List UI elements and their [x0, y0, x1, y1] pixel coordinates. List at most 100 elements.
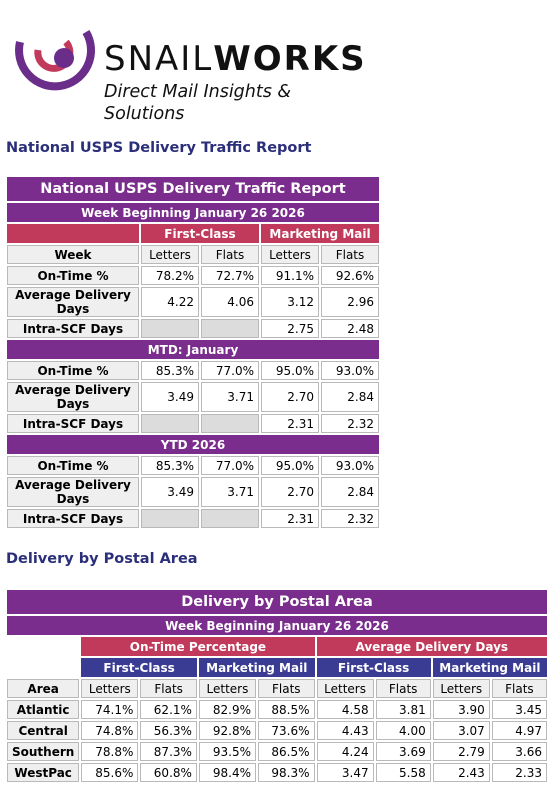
- value-cell: 78.8%: [81, 742, 139, 761]
- value-cell: 2.75: [261, 319, 319, 338]
- value-cell: 86.5%: [258, 742, 315, 761]
- corner-cell: [7, 224, 139, 243]
- col-flats: Flats: [321, 245, 379, 264]
- row-label: Average Delivery Days: [7, 477, 139, 507]
- value-cell: 88.5%: [258, 700, 315, 719]
- sub-marketing-mail: Marketing Mail: [432, 658, 547, 677]
- postal-area-table: Delivery by Postal Area Week Beginning J…: [5, 588, 549, 784]
- value-cell: 98.3%: [258, 763, 315, 782]
- snailworks-logo: SNAILWORKS Direct Mail Insights & Soluti…: [8, 14, 368, 124]
- value-cell: 2.84: [321, 382, 379, 412]
- value-cell: 77.0%: [201, 361, 259, 380]
- area-label: Southern: [7, 742, 80, 761]
- national-week-label: Week Beginning January 26 2026: [7, 203, 379, 222]
- value-cell: 4.58: [316, 700, 374, 719]
- blank-cell: [201, 414, 259, 433]
- col-flats: Flats: [201, 245, 259, 264]
- blank-cell: [141, 509, 199, 528]
- col-flats: Flats: [491, 679, 547, 698]
- value-cell: 2.48: [321, 319, 379, 338]
- area-label: Central: [7, 721, 80, 740]
- value-cell: 3.66: [491, 742, 547, 761]
- value-cell: 2.96: [321, 287, 379, 317]
- col-letters: Letters: [261, 245, 319, 264]
- value-cell: 62.1%: [140, 700, 197, 719]
- value-cell: 3.07: [432, 721, 490, 740]
- value-cell: 93.5%: [198, 742, 256, 761]
- value-cell: 2.70: [261, 382, 319, 412]
- value-cell: 2.79: [432, 742, 490, 761]
- col-letters: Letters: [81, 679, 139, 698]
- group-on-time-percentage: On-Time Percentage: [81, 637, 315, 656]
- value-cell: 4.43: [316, 721, 374, 740]
- area-label: Atlantic: [7, 700, 80, 719]
- value-cell: 85.3%: [141, 361, 199, 380]
- postal-area-heading: Delivery by Postal Area: [6, 551, 198, 567]
- col-letters: Letters: [141, 245, 199, 264]
- table-row: On-Time % 85.3% 77.0% 95.0% 93.0%: [7, 456, 379, 475]
- sub-marketing-mail: Marketing Mail: [198, 658, 315, 677]
- col-letters: Letters: [316, 679, 374, 698]
- table-row: Intra-SCF Days 2.31 2.32: [7, 509, 379, 528]
- value-cell: 2.43: [432, 763, 490, 782]
- value-cell: 4.00: [375, 721, 431, 740]
- col-area: Area: [7, 679, 80, 698]
- value-cell: 3.45: [491, 700, 547, 719]
- brand-name: SNAILWORKS: [104, 39, 367, 79]
- table-row: On-Time % 78.2% 72.7% 91.1% 92.6%: [7, 266, 379, 285]
- blank-cell: [141, 319, 199, 338]
- row-label: Average Delivery Days: [7, 382, 139, 412]
- postal-table-title: Delivery by Postal Area: [7, 590, 547, 614]
- value-cell: 2.31: [261, 509, 319, 528]
- value-cell: 78.2%: [141, 266, 199, 285]
- value-cell: 77.0%: [201, 456, 259, 475]
- table-row: Intra-SCF Days 2.75 2.48: [7, 319, 379, 338]
- value-cell: 56.3%: [140, 721, 197, 740]
- national-report-heading: National USPS Delivery Traffic Report: [6, 140, 312, 156]
- row-label: Average Delivery Days: [7, 287, 139, 317]
- value-cell: 93.0%: [321, 456, 379, 475]
- value-cell: 3.49: [141, 382, 199, 412]
- table-row: Average Delivery Days 3.49 3.71 2.70 2.84: [7, 382, 379, 412]
- ytd-title: YTD 2026: [7, 435, 379, 454]
- sub-first-class: First-Class: [316, 658, 431, 677]
- postal-week-label: Week Beginning January 26 2026: [7, 616, 547, 635]
- value-cell: 85.3%: [141, 456, 199, 475]
- area-label: WestPac: [7, 763, 80, 782]
- value-cell: 72.7%: [201, 266, 259, 285]
- brand-tagline: Direct Mail Insights & Solutions: [104, 82, 292, 124]
- col-flats: Flats: [140, 679, 197, 698]
- group-average-delivery-days: Average Delivery Days: [316, 637, 547, 656]
- value-cell: 82.9%: [198, 700, 256, 719]
- row-label: On-Time %: [7, 456, 139, 475]
- value-cell: 4.22: [141, 287, 199, 317]
- value-cell: 95.0%: [261, 361, 319, 380]
- value-cell: 73.6%: [258, 721, 315, 740]
- blank-cell: [201, 319, 259, 338]
- value-cell: 2.32: [321, 414, 379, 433]
- group-marketing-mail: Marketing Mail: [261, 224, 379, 243]
- row-label: Intra-SCF Days: [7, 414, 139, 433]
- table-row: Average Delivery Days 4.22 4.06 3.12 2.96: [7, 287, 379, 317]
- value-cell: 92.8%: [198, 721, 256, 740]
- value-cell: 2.31: [261, 414, 319, 433]
- table-row: On-Time % 85.3% 77.0% 95.0% 93.0%: [7, 361, 379, 380]
- table-row: Atlantic 74.1% 62.1% 82.9% 88.5% 4.58 3.81 3.90…: [7, 700, 547, 719]
- value-cell: 4.97: [491, 721, 547, 740]
- value-cell: 92.6%: [321, 266, 379, 285]
- value-cell: 5.58: [375, 763, 431, 782]
- value-cell: 85.6%: [81, 763, 139, 782]
- value-cell: 3.81: [375, 700, 431, 719]
- value-cell: 74.8%: [81, 721, 139, 740]
- mtd-title: MTD: January: [7, 340, 379, 359]
- value-cell: 3.69: [375, 742, 431, 761]
- col-flats: Flats: [258, 679, 315, 698]
- value-cell: 4.06: [201, 287, 259, 317]
- value-cell: 95.0%: [261, 456, 319, 475]
- table-row: Central 74.8% 56.3% 92.8% 73.6% 4.43 4.00 3.07 4…: [7, 721, 547, 740]
- value-cell: 3.47: [316, 763, 374, 782]
- value-cell: 98.4%: [198, 763, 256, 782]
- col-week: Week: [7, 245, 139, 264]
- table-row: WestPac 85.6% 60.8% 98.4% 98.3% 3.47 5.58 2.43 2…: [7, 763, 547, 782]
- value-cell: 93.0%: [321, 361, 379, 380]
